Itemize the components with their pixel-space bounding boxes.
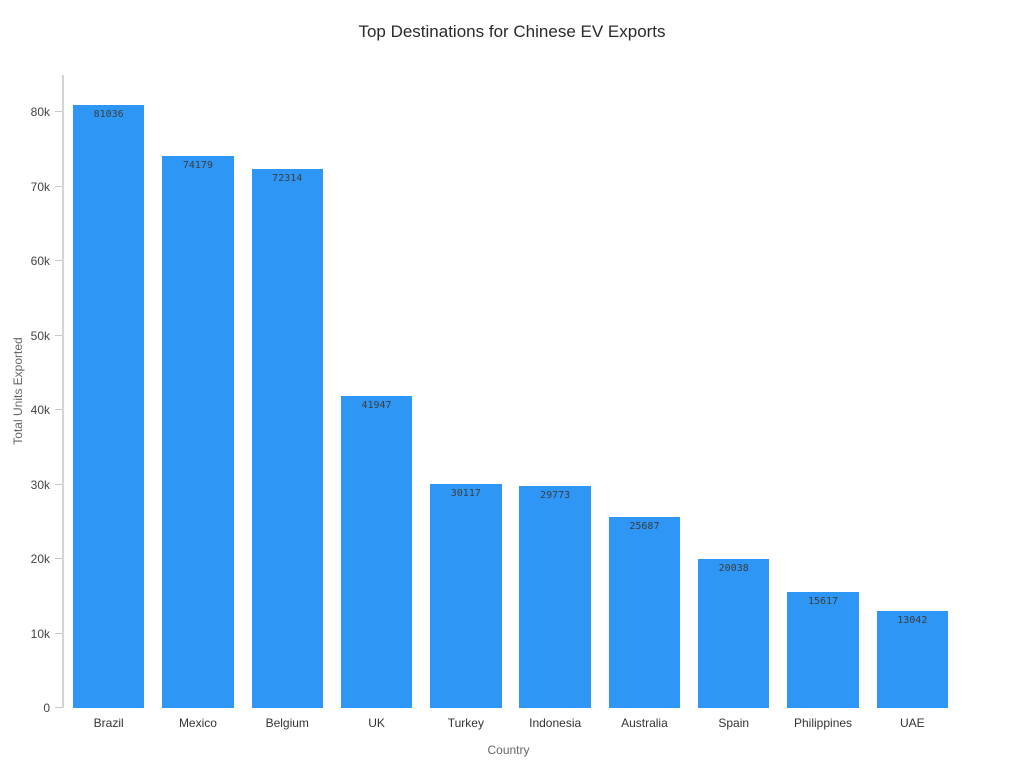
bar-value-label: 25687: [629, 520, 660, 532]
y-tick-mark: [55, 334, 62, 336]
bar: 81036: [72, 104, 145, 708]
y-tick-mark: [55, 185, 62, 187]
bars-container: 81036 74179 72314 41947 30117 29773 25687 20038…: [64, 75, 957, 708]
y-tick-label: 10k: [30, 626, 50, 641]
bar-column: 72314: [243, 75, 332, 708]
y-tick-label: 60k: [30, 254, 50, 269]
x-tick-label: Spain: [718, 716, 750, 730]
chart-title: Top Destinations for Chinese EV Exports: [358, 22, 666, 41]
bar-value-label: 81036: [93, 108, 124, 120]
y-tick-mark: [55, 409, 62, 411]
bar-column: 81036: [64, 75, 153, 708]
x-tick-label: Turkey: [447, 716, 484, 730]
y-tick-label: 30k: [30, 477, 50, 492]
bar: 15617: [787, 591, 859, 708]
bar-value-label: 20038: [718, 562, 749, 574]
bar-column: 15617: [778, 75, 867, 708]
x-tick-label: Belgium: [265, 716, 309, 730]
bar: 20038: [698, 558, 770, 708]
x-tick-label: Mexico: [178, 716, 217, 730]
bar-value-label: 72314: [272, 173, 303, 185]
bar-value-label: 15617: [807, 595, 839, 607]
y-tick-mark: [55, 111, 62, 113]
bar-column: 13042: [868, 75, 957, 708]
y-tick-mark: [55, 632, 62, 634]
x-tick-label: Philippines: [794, 716, 853, 730]
bar-value-label: 30117: [450, 487, 481, 499]
x-tick-label: Indonesia: [529, 716, 582, 730]
bar-value-label: 29773: [540, 490, 571, 502]
bar-column: 30117: [421, 75, 510, 708]
bar-column: 25687: [600, 75, 689, 708]
y-tick-mark: [55, 707, 62, 708]
y-tick-label: 0: [43, 701, 50, 715]
bar: 41947: [340, 395, 413, 708]
bar-column: 20038: [689, 75, 778, 708]
y-tick-mark: [55, 260, 62, 262]
y-tick-label: 40k: [30, 403, 50, 418]
bar-value-label: 13042: [897, 614, 928, 626]
y-tick-label: 80k: [30, 105, 50, 120]
y-tick-mark: [55, 558, 62, 560]
x-tick-label: Australia: [621, 716, 668, 730]
bar: 74179: [162, 155, 234, 708]
bar: 72314: [251, 169, 323, 708]
bar-value-label: 41947: [361, 399, 392, 411]
x-tick-label: UAE: [899, 716, 925, 730]
bar: 25687: [608, 516, 681, 708]
y-tick-mark: [55, 483, 62, 485]
bar-column: 74179: [153, 75, 242, 708]
x-tick-labels: Brazil Mexico Belgium UK Turkey Indonesia Aust…: [64, 708, 957, 730]
y-tick-label: 50k: [30, 328, 50, 343]
bar-column: 29773: [510, 75, 599, 708]
bar-column: 41947: [332, 75, 421, 708]
y-tick-label: 70k: [30, 179, 50, 194]
x-tick-label: UK: [368, 716, 385, 730]
bar: 13042: [876, 610, 949, 708]
x-axis-title: Country: [487, 743, 530, 757]
plot-area: 81036 74179 72314 41947 30117 29773 25687 20038…: [31, 75, 957, 730]
x-tick-label: Brazil: [93, 716, 124, 730]
bar: 30117: [430, 483, 502, 708]
y-tick-label: 20k: [30, 552, 50, 567]
bar: 29773: [519, 486, 591, 708]
bar-value-label: 74179: [182, 159, 213, 171]
